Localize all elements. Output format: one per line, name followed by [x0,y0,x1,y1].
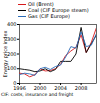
svg-text:400: 400 [7,21,17,27]
html-text:CIF: costs, insurance and frei: CIF: costs, insurance and freight [1,92,74,97]
svg-text:300: 300 [7,36,17,42]
html-text:Oil (Brent): Oil (Brent) [28,1,54,7]
html-text:Coal (CIF Europe steam): Coal (CIF Europe steam) [28,7,89,13]
svg-text:1996: 1996 [13,85,26,91]
svg-text:100: 100 [7,65,17,71]
svg-text:2004: 2004 [54,85,67,91]
svg-text:0: 0 [13,80,17,87]
html-text:Gas (CIF Europe): Gas (CIF Europe) [28,13,71,19]
svg-text:2000: 2000 [34,85,47,91]
svg-text:Energy price index: Energy price index [2,31,9,78]
svg-text:200: 200 [7,51,17,57]
svg-text:2008: 2008 [75,85,88,91]
